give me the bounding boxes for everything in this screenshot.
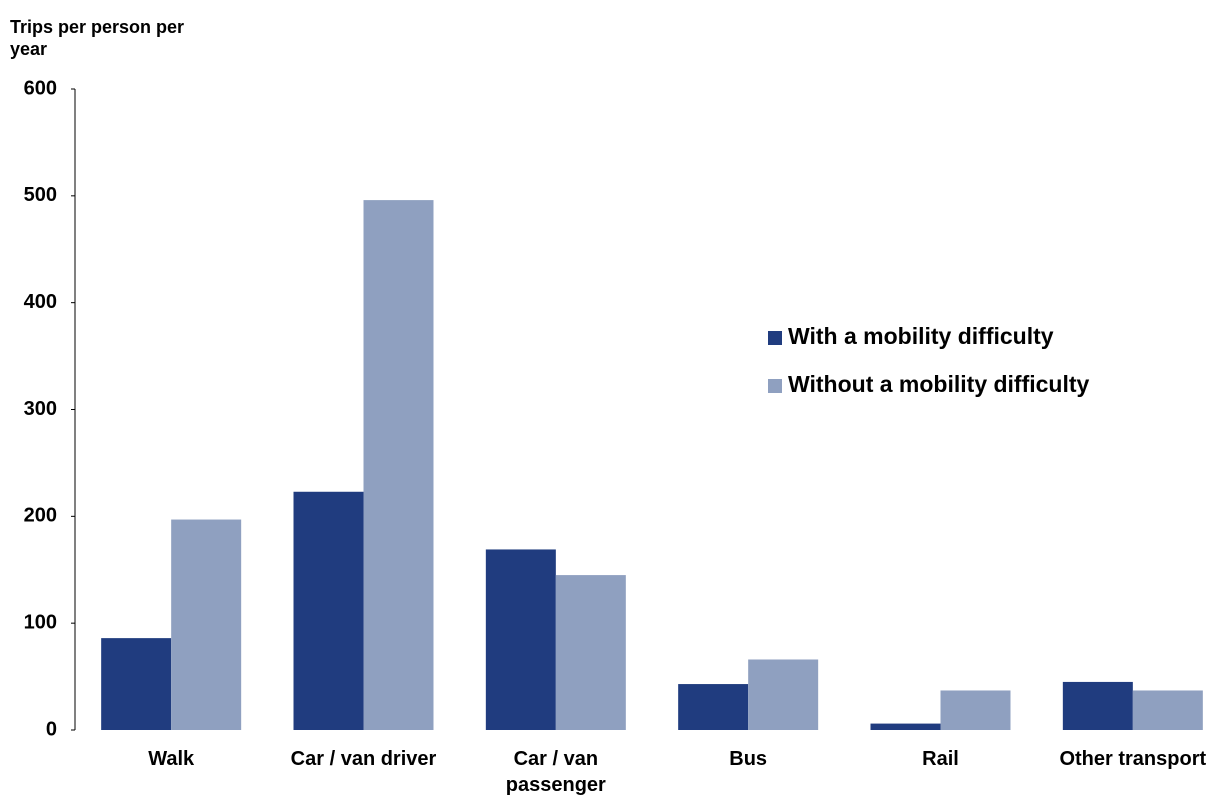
bar: [1062, 681, 1133, 730]
legend-label: With a mobility difficulty: [788, 323, 1054, 349]
y-axis-title: Trips per person per year: [10, 17, 185, 59]
x-tick-label: Bus: [729, 748, 768, 770]
x-tick-label: Walk: [148, 748, 195, 770]
bar: [940, 690, 1011, 730]
y-tick-label: 100: [24, 611, 57, 633]
y-tick-label: 0: [46, 718, 57, 740]
y-tick-label: 500: [24, 184, 57, 206]
x-tick-label: Car / van passenger: [505, 748, 606, 796]
bar: [1132, 690, 1203, 730]
y-tick-label: 600: [24, 77, 57, 99]
x-tick-label: Other transport: [1059, 748, 1207, 770]
bar: [293, 491, 364, 730]
legend-swatch: [768, 379, 782, 393]
legend-swatch: [768, 331, 782, 345]
y-tick-label: 300: [24, 398, 57, 420]
y-tick-label: 400: [24, 291, 57, 313]
bar: [870, 723, 941, 730]
bar: [101, 638, 172, 730]
x-tick-label: Rail: [922, 748, 959, 770]
bar: [485, 549, 556, 730]
bar: [748, 659, 819, 730]
bar: [363, 200, 434, 730]
legend-label: Without a mobility difficulty: [788, 371, 1090, 397]
bar: [171, 519, 242, 730]
y-tick-label: 200: [24, 505, 57, 527]
x-tick-label: Car / van driver: [290, 748, 437, 770]
bar: [555, 575, 626, 730]
bar: [678, 684, 749, 730]
